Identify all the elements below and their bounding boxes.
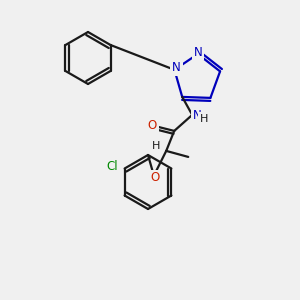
Text: N: N [194,46,202,59]
Text: H: H [200,114,208,124]
Text: N: N [193,110,202,122]
Text: H: H [152,141,160,151]
Text: O: O [148,119,157,132]
Text: Cl: Cl [107,160,118,173]
Text: N: N [172,61,181,74]
Text: O: O [151,171,160,184]
